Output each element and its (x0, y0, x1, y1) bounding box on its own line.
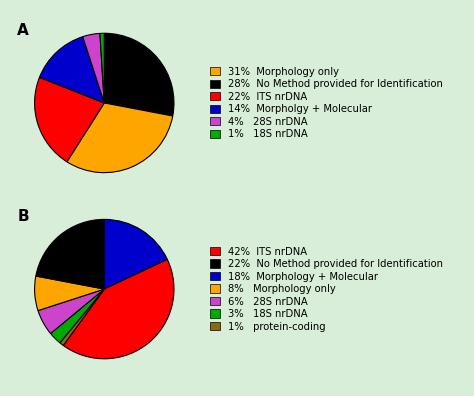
Wedge shape (35, 77, 104, 162)
Wedge shape (51, 289, 104, 343)
Wedge shape (104, 33, 174, 116)
Text: B: B (17, 209, 29, 224)
Wedge shape (36, 219, 104, 289)
Legend: 42%  ITS nrDNA, 22%  No Method provided for Identification, 18%  Morphology + Mo: 42% ITS nrDNA, 22% No Method provided fo… (210, 247, 443, 331)
Legend: 31%  Morphology only, 28%  No Method provided for Identification, 22%  ITS nrDNA: 31% Morphology only, 28% No Method provi… (210, 67, 443, 139)
Wedge shape (83, 33, 104, 103)
Wedge shape (67, 103, 173, 173)
Wedge shape (64, 259, 174, 359)
Wedge shape (39, 37, 104, 103)
Wedge shape (60, 289, 104, 345)
Wedge shape (35, 276, 104, 310)
Wedge shape (100, 33, 104, 103)
Wedge shape (38, 289, 104, 333)
Wedge shape (104, 219, 167, 289)
Text: A: A (17, 23, 29, 38)
